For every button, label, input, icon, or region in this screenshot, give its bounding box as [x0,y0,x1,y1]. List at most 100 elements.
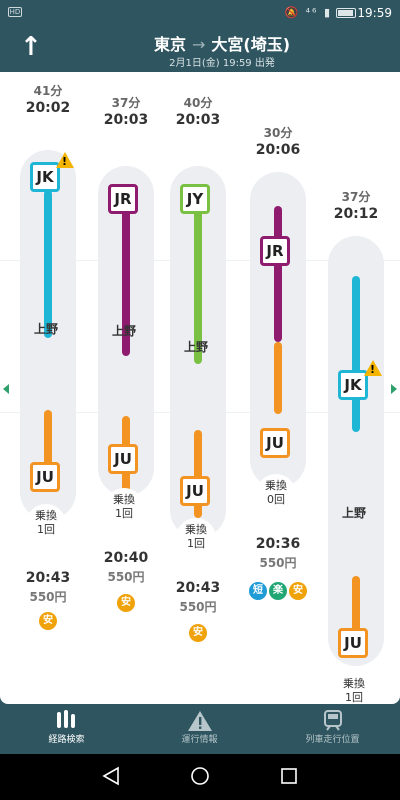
line-badge: JR [108,184,138,214]
route-title: 東京 → 大宮(埼玉) [0,31,400,55]
duration: 37分 [341,190,371,204]
route-tag: 短 [249,582,267,600]
route-tags: 安 [18,608,78,630]
line-badge: JU [338,628,368,658]
route-arrow-icon: → [191,35,206,54]
line-segment [274,206,282,342]
status-icons: 🔕 ⁴⁶ ▮ [284,6,332,19]
transfer-station: 上野 [111,324,136,338]
transfer-station: 上野 [183,340,208,354]
route-pill [20,150,76,520]
transfer-label: 乗換 [35,509,57,522]
tab-train-position[interactable]: 列車走行位置 [266,704,399,754]
transfer-count: 乗換 0回 [256,474,296,514]
transfer-value: 1回 [37,523,55,536]
back-icon[interactable] [102,766,120,786]
line-segment [44,410,52,490]
route-tag: 安 [289,582,307,600]
route-option[interactable]: 41分 20:02 JK JU! 上野 乗換 1回 20:43 550円安 [18,82,78,692]
transfer-value: 1回 [187,537,205,550]
transfer-value: 1回 [345,691,363,704]
route-tags: 安 [168,620,228,642]
route-pill [328,236,384,666]
warning-icon: ! [56,152,74,168]
line-segment [194,430,202,518]
back-arrow-icon[interactable]: ↑ [20,32,42,62]
tab-route-search[interactable]: 経路検索 [0,704,133,754]
fare: 550円 [259,556,297,570]
line-badge: JU [260,428,290,458]
prev-arrow-icon[interactable] [3,384,9,394]
warning-mark: ! [370,363,376,376]
warning-icon: ! [364,360,382,376]
fare: 550円 [107,570,145,584]
transfer-label: 乗換 [113,493,135,506]
line-badge: JK [338,370,368,400]
arrival-time: 20:43 [175,580,221,596]
line-badge: JR [260,236,290,266]
line-badge: JU [180,476,210,506]
recents-icon[interactable] [280,766,298,786]
duration: 37分 [111,96,141,110]
tab-label: 列車走行位置 [305,735,360,745]
transfer-value: 1回 [115,507,133,520]
line-segment [44,190,52,338]
tab-label: 運行情報 [181,735,218,745]
line-segment [352,276,360,432]
departure-time: 20:03 [103,112,149,128]
transfer-count: 乗換 1回 [334,672,374,704]
arrival-time: 20:43 [25,570,71,586]
line-segment [274,342,282,414]
next-arrow-icon[interactable] [391,384,397,394]
tab-service-info[interactable]: 運行情報 [133,704,266,754]
route-option[interactable]: 40分 20:03 JY JU 上野 乗換 1回 20:43 550円安 [168,94,228,704]
route-tag: 安 [189,624,207,642]
transfer-value: 0回 [267,493,285,506]
arrival-time: 20:36 [255,536,301,552]
hd-icon: HD [8,7,22,17]
line-badge: JU [30,462,60,492]
warning-icon [133,704,266,732]
line-segment [352,576,360,654]
route-option[interactable]: 30分 20:06 JR JU 乗換 0回 20:36 550円短楽安 [248,124,308,704]
origin-station: 東京 [153,35,186,54]
battery-icon [336,8,356,18]
duration: 30分 [263,126,293,140]
line-segment [122,208,130,356]
transfer-label: 乗換 [265,479,287,492]
fare: 550円 [29,590,67,604]
route-tag: 安 [39,612,57,630]
header: ↑ 東京 → 大宮(埼玉) 2月1日(金) 19:59 出発 [0,26,400,72]
duration: 40分 [183,96,213,110]
departure-datetime: 2月1日(金) 19:59 出発 [169,58,275,69]
departure-time: 20:12 [333,206,379,222]
route-tag: 安 [117,594,135,612]
line-badge: JK [30,162,60,192]
tab-label: 経路検索 [48,735,85,745]
line-segment [194,208,202,364]
train-icon [266,704,399,732]
route-tag: 楽 [269,582,287,600]
transfer-station: 上野 [33,322,58,336]
system-nav [0,754,400,800]
fare: 550円 [179,600,217,614]
home-icon[interactable] [190,766,210,786]
duration: 41分 [33,84,63,98]
route-tags: 短楽安 [248,578,308,600]
departure-time: 20:03 [175,112,221,128]
results-card: 41分 20:02 JK JU! 上野 乗換 1回 20:43 550円安 37分 20:03 JR J… [0,72,400,704]
bottom-nav: 経路検索 運行情報 列車走行位置 [0,704,400,754]
transfer-count: 乗換 1回 [176,518,216,558]
departure-time: 20:06 [255,142,301,158]
destination-station: 大宮(埼玉) [211,35,291,54]
route-option[interactable]: 37分 20:03 JR JU 上野乗換 1回 20:40 550円安 [96,94,156,704]
status-time: 19:59 [357,6,392,20]
route-bars-icon [0,704,133,732]
transfer-label: 乗換 [343,677,365,690]
arrival-time: 20:40 [103,550,149,566]
transfer-count: 乗換 1回 [26,504,66,544]
transfer-label: 乗換 [185,523,207,536]
route-tags: 安 [96,590,156,612]
line-badge: JU [108,444,138,474]
